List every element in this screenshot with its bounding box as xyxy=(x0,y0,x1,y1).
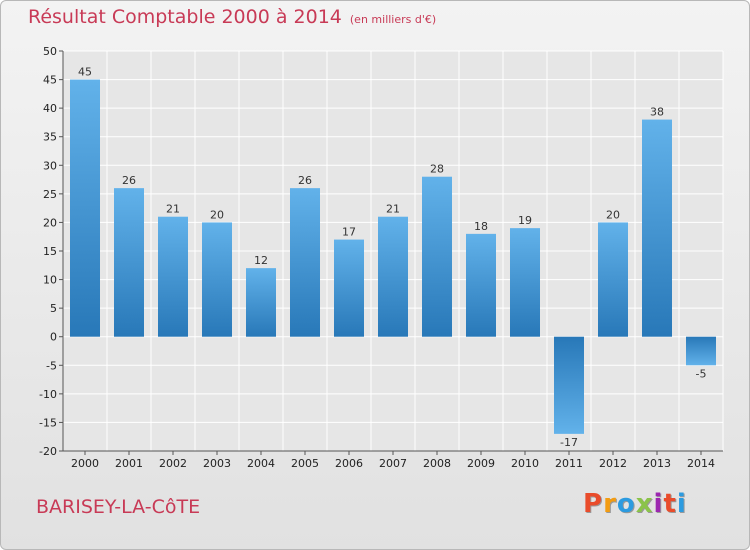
bar xyxy=(70,79,100,337)
x-tick-label: 2005 xyxy=(291,457,319,470)
x-tick-label: 2014 xyxy=(687,457,715,470)
x-tick-label: 2001 xyxy=(115,457,143,470)
proxiti-logo[interactable]: Proxiti xyxy=(583,489,687,519)
y-tick-label: 5 xyxy=(50,302,57,315)
bar xyxy=(422,176,452,337)
y-tick-label: 35 xyxy=(43,131,57,144)
y-tick-label: 50 xyxy=(43,45,57,58)
x-tick-label: 2011 xyxy=(555,457,583,470)
y-tick-label: 25 xyxy=(43,188,57,201)
y-tick-label: 30 xyxy=(43,159,57,172)
chart-title-text: Résultat Comptable 2000 à 2014 xyxy=(28,6,342,28)
bar xyxy=(114,188,144,337)
data-label: 21 xyxy=(386,203,400,216)
bar xyxy=(378,216,408,337)
data-label: 19 xyxy=(518,214,532,227)
data-label: 12 xyxy=(254,254,268,267)
data-label: 20 xyxy=(210,208,224,221)
bar xyxy=(246,268,276,337)
logo-letter: t xyxy=(663,489,677,519)
data-label: 21 xyxy=(166,203,180,216)
x-tick-label: 2003 xyxy=(203,457,231,470)
data-label: 26 xyxy=(298,174,312,187)
logo-letter: i xyxy=(676,489,687,519)
logo-letter: x xyxy=(635,489,654,519)
x-tick-label: 2010 xyxy=(511,457,539,470)
y-tick-label: 10 xyxy=(43,274,57,287)
bar xyxy=(554,336,584,434)
bar xyxy=(202,222,232,337)
axes: -20 -15 -10 -5 0 5 10 15 20 25 30 35 40 45 50 2000 2001 2… xyxy=(39,45,723,470)
bar xyxy=(686,336,716,366)
y-tick-label: 20 xyxy=(43,216,57,229)
y-tick-label: -20 xyxy=(39,445,57,458)
x-tick-label: 2012 xyxy=(599,457,627,470)
bar xyxy=(334,239,364,337)
data-label: 45 xyxy=(78,66,92,79)
data-label: 17 xyxy=(342,226,356,239)
bar xyxy=(290,188,320,337)
bar xyxy=(598,222,628,337)
data-label: 38 xyxy=(650,106,664,119)
bars xyxy=(70,79,716,434)
data-label: -5 xyxy=(696,367,707,380)
y-tick-label: 45 xyxy=(43,74,57,87)
bar xyxy=(642,119,672,337)
data-label: 20 xyxy=(606,208,620,221)
data-labels: 45 26 21 20 12 26 17 21 28 18 19 -17 20 38 -5 xyxy=(78,66,706,449)
y-tick-label: -5 xyxy=(46,359,57,372)
logo-letter: r xyxy=(603,489,617,519)
logo-letter: o xyxy=(616,489,636,519)
chart-title: Résultat Comptable 2000 à 2014 (en millie… xyxy=(28,6,436,28)
data-label: 18 xyxy=(474,220,488,233)
x-tick-label: 2006 xyxy=(335,457,363,470)
logo-letter: P xyxy=(583,489,604,519)
x-tick-label: 2004 xyxy=(247,457,275,470)
x-tick-label: 2002 xyxy=(159,457,187,470)
x-tick-label: 2007 xyxy=(379,457,407,470)
y-tick-label: -10 xyxy=(39,388,57,401)
x-tick-label: 2013 xyxy=(643,457,671,470)
y-tick-label: -15 xyxy=(39,416,57,429)
commune-name: BARISEY-LA-CôTE xyxy=(36,496,201,518)
data-label: -17 xyxy=(560,436,578,449)
data-label: 26 xyxy=(122,174,136,187)
y-tick-label: 0 xyxy=(50,331,57,344)
y-tick-label: 15 xyxy=(43,245,57,258)
chart-subtitle: (en milliers d'€) xyxy=(349,13,437,26)
y-tick-label: 40 xyxy=(43,102,57,115)
bar xyxy=(466,233,496,337)
x-tick-label: 2009 xyxy=(467,457,495,470)
x-tick-label: 2008 xyxy=(423,457,451,470)
bar xyxy=(158,216,188,337)
x-tick-label: 2000 xyxy=(71,457,99,470)
data-label: 28 xyxy=(430,163,444,176)
logo-letter: i xyxy=(653,489,664,519)
bar xyxy=(510,228,540,337)
